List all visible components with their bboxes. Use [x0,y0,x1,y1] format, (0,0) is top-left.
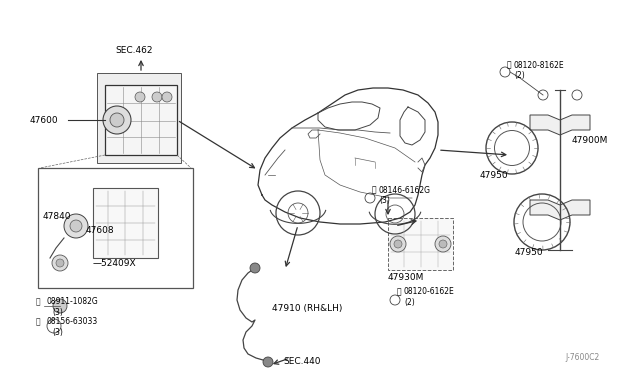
Text: (3): (3) [52,327,63,337]
Text: 08911-1082G: 08911-1082G [46,298,98,307]
Text: ⓓ: ⓓ [36,298,40,307]
Circle shape [162,92,172,102]
Circle shape [394,240,402,248]
Circle shape [390,236,406,252]
Bar [38,168,193,288]
Circle shape [52,255,68,271]
Text: 08120-6162E: 08120-6162E [404,288,455,296]
Circle shape [56,259,64,267]
Text: 47840: 47840 [43,212,72,221]
Text: (3): (3) [52,308,63,317]
Circle shape [64,214,88,238]
Text: 08156-63033: 08156-63033 [46,317,97,327]
Circle shape [152,92,162,102]
Text: 47950: 47950 [515,247,543,257]
Circle shape [70,220,82,232]
Circle shape [439,240,447,248]
Text: Ⓑ: Ⓑ [397,288,402,296]
Circle shape [135,92,145,102]
Text: SEC.440: SEC.440 [283,357,321,366]
Text: Ⓑ: Ⓑ [372,186,376,195]
Text: 08120-8162E: 08120-8162E [514,61,564,70]
Bar [93,188,158,258]
Polygon shape [530,115,590,135]
Text: 47950: 47950 [480,170,509,180]
Bar [105,85,177,155]
Text: Ⓑ: Ⓑ [36,317,40,327]
Text: SEC.462: SEC.462 [115,45,152,55]
Circle shape [263,357,273,367]
Text: 47910 (RH&LH): 47910 (RH&LH) [272,304,342,312]
Text: —52409X: —52409X [93,259,136,267]
Bar [388,218,453,270]
Text: J-7600C2: J-7600C2 [565,353,599,362]
Text: 47930M: 47930M [388,273,424,282]
Text: 47600: 47600 [30,115,59,125]
Circle shape [53,299,67,313]
Text: (2): (2) [514,71,525,80]
Text: (2): (2) [404,298,415,307]
Text: (3): (3) [379,196,390,205]
Circle shape [110,113,124,127]
Polygon shape [530,200,590,220]
Circle shape [250,263,260,273]
Bar [97,73,181,163]
Circle shape [103,106,131,134]
Text: 08146-6162G: 08146-6162G [379,186,431,195]
Text: 47608: 47608 [86,225,115,234]
Circle shape [435,236,451,252]
Text: Ⓑ: Ⓑ [507,61,511,70]
Text: 47900M: 47900M [572,135,609,144]
